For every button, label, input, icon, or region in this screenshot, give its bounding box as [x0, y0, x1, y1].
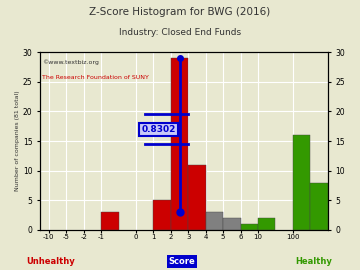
Text: Score: Score: [168, 257, 195, 266]
Bar: [206, 212, 223, 230]
Bar: [153, 200, 171, 230]
Text: The Research Foundation of SUNY: The Research Foundation of SUNY: [42, 75, 149, 80]
Bar: [258, 218, 275, 230]
Y-axis label: Number of companies (81 total): Number of companies (81 total): [15, 91, 20, 191]
Bar: [310, 183, 328, 230]
Bar: [101, 212, 118, 230]
Text: Healthy: Healthy: [295, 257, 332, 266]
Bar: [223, 218, 240, 230]
Bar: [171, 58, 188, 230]
Text: Industry: Closed End Funds: Industry: Closed End Funds: [119, 28, 241, 37]
Text: ©www.textbiz.org: ©www.textbiz.org: [42, 59, 99, 65]
Bar: [188, 165, 206, 230]
Bar: [293, 135, 310, 230]
Text: Unhealthy: Unhealthy: [26, 257, 75, 266]
Bar: [240, 224, 258, 230]
Text: Z-Score Histogram for BWG (2016): Z-Score Histogram for BWG (2016): [89, 7, 271, 17]
Text: 0.8302: 0.8302: [141, 125, 176, 134]
